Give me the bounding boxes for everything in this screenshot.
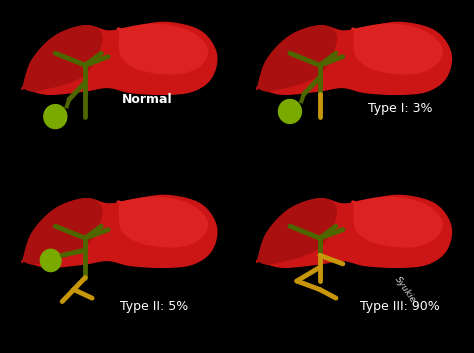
Text: Normal: Normal	[122, 93, 173, 106]
Polygon shape	[22, 195, 217, 267]
Ellipse shape	[44, 104, 67, 128]
Polygon shape	[352, 197, 442, 247]
Polygon shape	[22, 199, 102, 264]
Polygon shape	[256, 26, 337, 91]
Text: Type III: 90%: Type III: 90%	[360, 300, 440, 313]
Text: Type I: 3%: Type I: 3%	[368, 102, 433, 114]
Ellipse shape	[40, 249, 61, 271]
Polygon shape	[352, 24, 442, 74]
Polygon shape	[117, 24, 208, 74]
Text: Syukie: Syukie	[392, 275, 417, 305]
Polygon shape	[117, 197, 208, 247]
Polygon shape	[22, 22, 217, 94]
Polygon shape	[22, 26, 102, 91]
Polygon shape	[256, 22, 451, 94]
Polygon shape	[256, 195, 451, 267]
Ellipse shape	[278, 100, 301, 124]
Polygon shape	[256, 199, 337, 264]
Text: Type II: 5%: Type II: 5%	[120, 300, 188, 313]
